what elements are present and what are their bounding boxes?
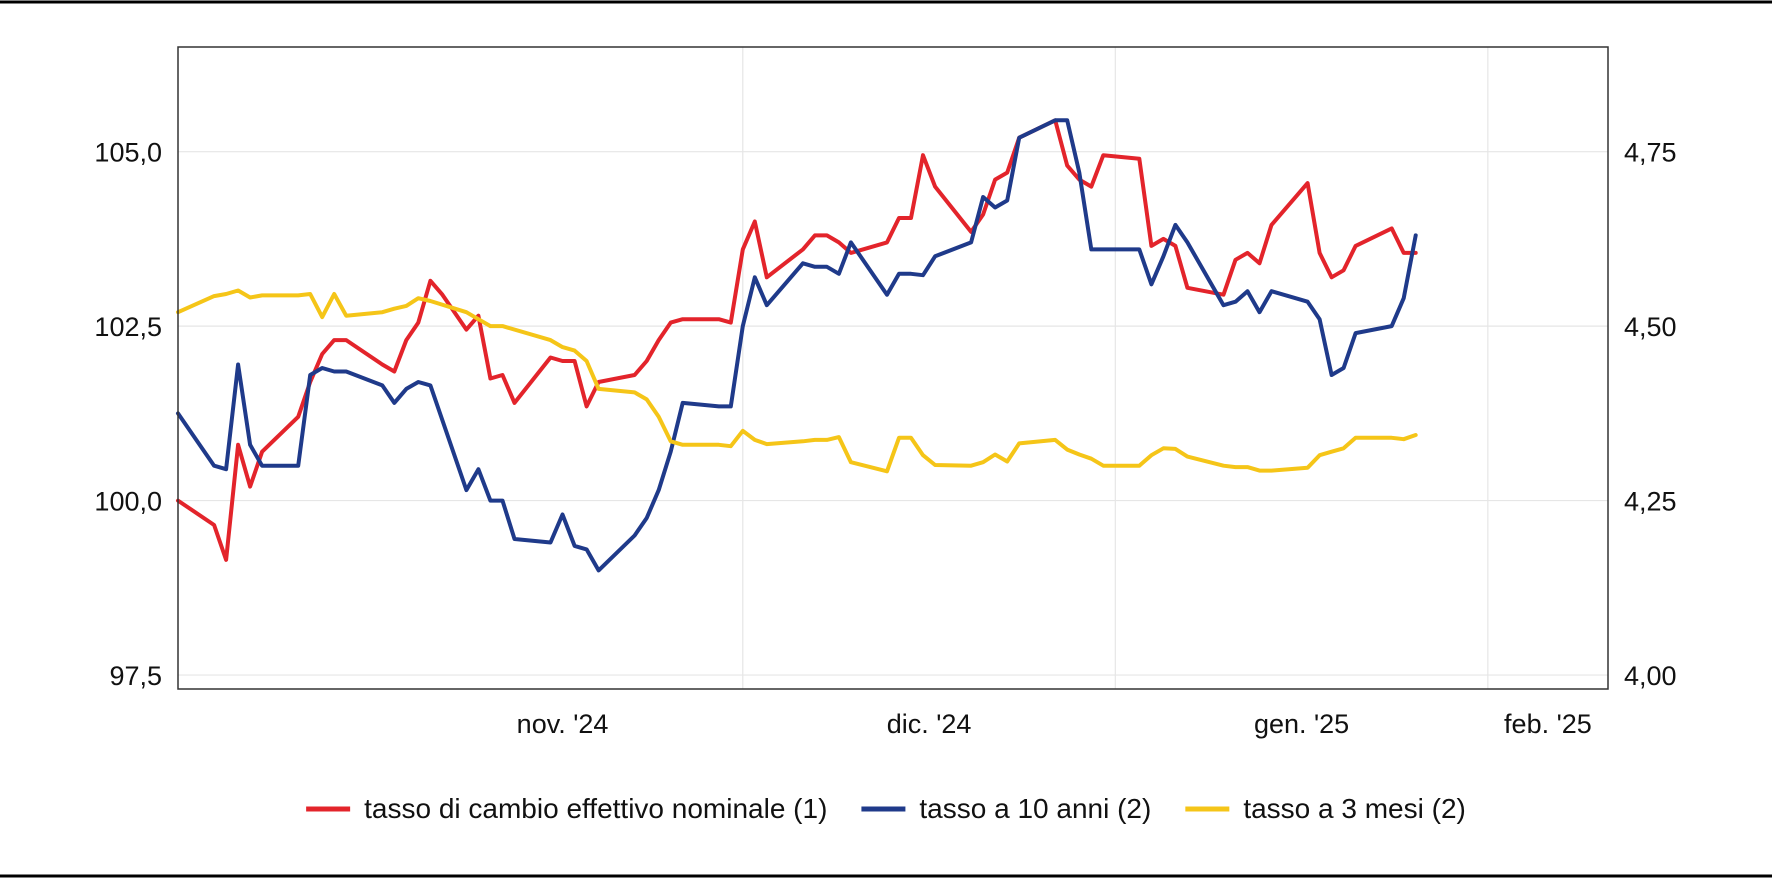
y-right-tick-label: 4,50 — [1624, 312, 1677, 342]
y-right-tick-label: 4,00 — [1624, 661, 1677, 691]
y-left-tick-label: 105,0 — [94, 138, 162, 168]
legend: tasso di cambio effettivo nominale (1) ta… — [306, 793, 1466, 824]
y-axis-right: 4,00 4,25 4,50 4,75 — [1624, 138, 1677, 691]
y-right-tick-label: 4,75 — [1624, 138, 1677, 168]
y-axis-left: 97,5 100,0 102,5 105,0 — [94, 138, 162, 691]
y-right-tick-label: 4,25 — [1624, 487, 1677, 517]
series-line — [176, 288, 1418, 474]
series-line — [176, 118, 1418, 573]
x-tick-label: feb. '25 — [1504, 709, 1592, 739]
plot-area — [178, 47, 1608, 689]
y-left-tick-label: 100,0 — [94, 487, 162, 517]
x-tick-label: nov. '24 — [517, 709, 609, 739]
series-line — [176, 118, 1418, 562]
series-lines — [176, 118, 1418, 573]
legend-label: tasso di cambio effettivo nominale (1) — [364, 793, 827, 824]
x-tick-label: dic. '24 — [887, 709, 972, 739]
x-axis: nov. '24 dic. '24 gen. '25 feb. '25 — [517, 709, 1592, 739]
plot-border — [177, 46, 1609, 690]
legend-label: tasso a 3 mesi (2) — [1243, 793, 1466, 824]
y-left-tick-label: 102,5 — [94, 312, 162, 342]
y-left-tick-label: 97,5 — [109, 661, 162, 691]
x-tick-label: gen. '25 — [1254, 709, 1349, 739]
legend-label: tasso a 10 anni (2) — [919, 793, 1151, 824]
